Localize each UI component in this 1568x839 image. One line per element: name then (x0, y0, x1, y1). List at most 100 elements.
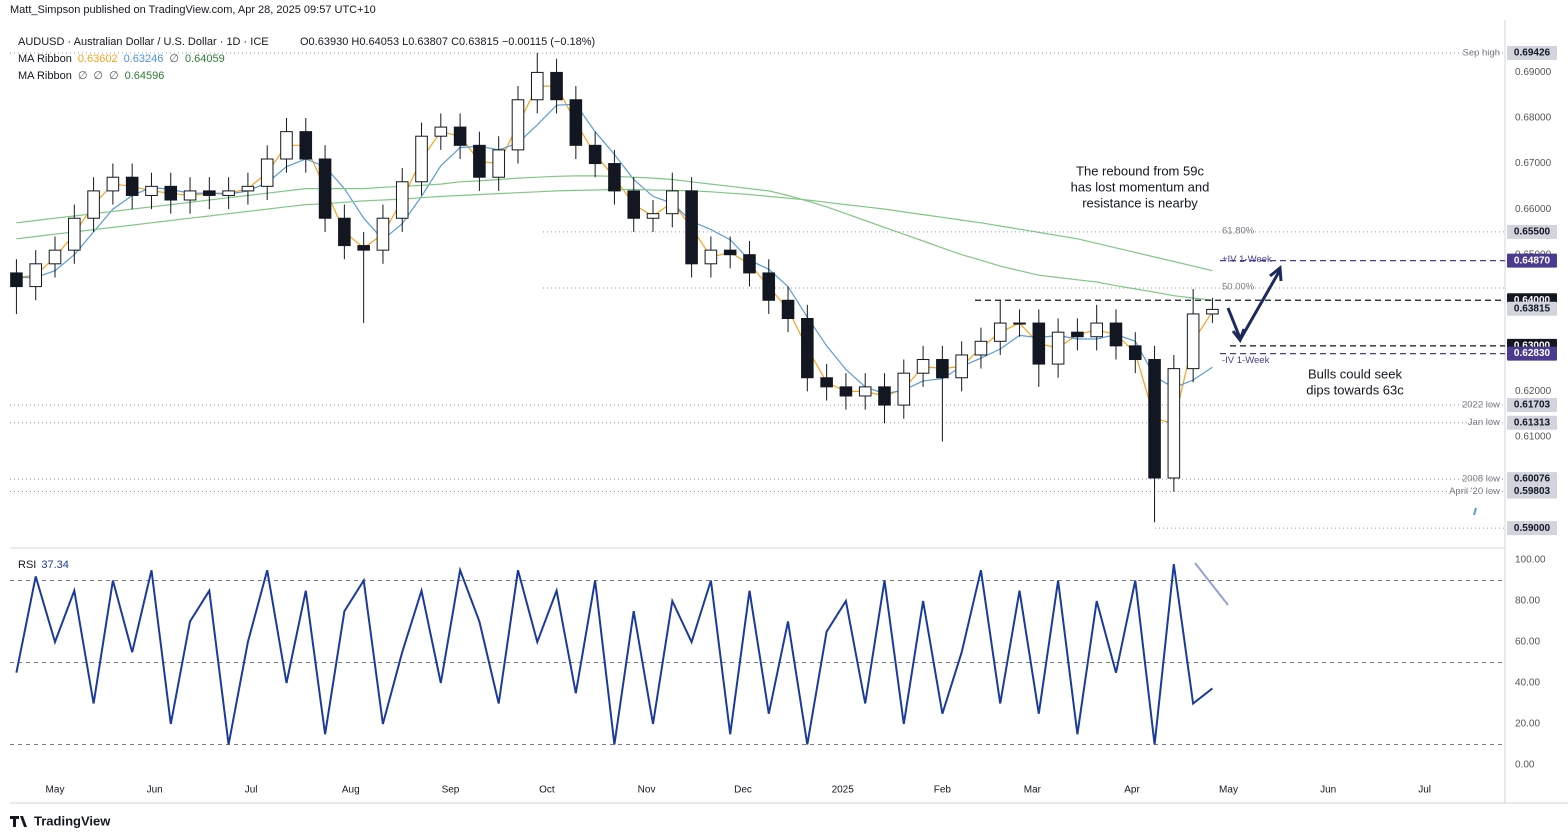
candle-body (415, 135, 428, 183)
x-tick-label: 2025 (832, 785, 855, 796)
candle-body (203, 190, 216, 196)
legend-value: ∅ (109, 70, 119, 82)
rsi-tick-label: 100.00 (1515, 555, 1546, 566)
rsi-trendline (1194, 562, 1229, 606)
price-box (1507, 224, 1557, 239)
rsi-line (15, 563, 1214, 745)
price-box-label: 0.60076 (1514, 474, 1551, 485)
candle-body (511, 99, 525, 151)
candle-body (68, 217, 81, 251)
candle-body (145, 185, 158, 196)
candle-body (1128, 345, 1142, 361)
level-name: -IV 1-Week (1222, 355, 1270, 366)
candle-body (858, 386, 872, 397)
candle-body (646, 213, 660, 219)
price-box-label: 0.59000 (1514, 523, 1551, 534)
x-tick-label: Oct (539, 785, 555, 796)
legend-row: MA Ribbon 0.63602 0.63246 ∅ 0.64059 (18, 53, 225, 65)
price-box-label: 0.63815 (1514, 303, 1551, 314)
candle-body (260, 158, 274, 187)
candle-body (338, 217, 351, 247)
rsi-tick-label: 80.00 (1515, 596, 1540, 607)
candle-body (955, 354, 968, 379)
x-tick-label: Dec (734, 785, 752, 796)
candle-body (10, 272, 23, 288)
price-box (1507, 346, 1557, 361)
legend-value: 0.64059 (185, 53, 225, 65)
candle-body (29, 263, 43, 288)
marker (1473, 507, 1477, 516)
candle-body (376, 217, 390, 251)
level-name: Jan low (1468, 417, 1500, 428)
candle-body (1090, 322, 1103, 338)
legend-value: ∅ (93, 70, 103, 82)
legend-value: ∅ (169, 53, 179, 65)
price-box (1507, 472, 1557, 487)
candle-body (608, 163, 621, 192)
price-box-label: 0.64870 (1514, 255, 1551, 266)
x-tick-label: Aug (342, 785, 360, 796)
price-box (1507, 397, 1557, 412)
candle-body (1013, 322, 1026, 325)
candle-body (473, 144, 486, 178)
candle-body (685, 190, 698, 265)
candle-body (743, 254, 756, 274)
candle-body (781, 299, 795, 320)
candle-body (936, 359, 949, 379)
rsi-title: RSI (18, 559, 36, 571)
candle-body (1109, 322, 1123, 347)
candle-body (1186, 313, 1200, 370)
rsi-tick-label: 20.00 (1515, 719, 1540, 730)
arrow-head (1269, 265, 1283, 282)
candle-body (530, 71, 544, 101)
candle-body (1071, 331, 1084, 338)
arrow-down (1226, 307, 1242, 339)
candle-body (164, 185, 178, 201)
candle-body (299, 131, 313, 160)
publisher: Matt_Simpson published on TradingView.co… (10, 4, 376, 16)
rsi-legend: RSI 37.34 (18, 559, 69, 571)
candle-body (125, 176, 139, 196)
candle-body (357, 245, 370, 251)
price-box-label: 0.61313 (1514, 417, 1551, 428)
candle-body (704, 249, 718, 265)
x-tick-label: Jun (1320, 785, 1336, 796)
candle-body (241, 185, 255, 192)
candle-body (993, 322, 1007, 342)
x-tick-label: Jul (1418, 785, 1431, 796)
level-name: April '20 low (1449, 486, 1500, 497)
price-box-label: 0.63000 (1514, 340, 1551, 351)
candle-body (453, 126, 467, 146)
x-tick-label: Apr (1124, 785, 1140, 796)
price-box (1507, 484, 1557, 499)
y-tick-label: 0.66000 (1515, 204, 1552, 215)
candle-body (666, 190, 679, 215)
brand: TradingView (34, 813, 111, 828)
price-box (1507, 521, 1557, 536)
annotation: dips towards 63c (1306, 382, 1404, 397)
arrow-up (1238, 269, 1282, 341)
level-name: +IV 1-Week (1222, 254, 1272, 265)
brand-logo (10, 816, 27, 827)
candle-body (916, 359, 930, 374)
candle-body (897, 372, 911, 406)
candle-body (878, 386, 891, 406)
annotation: Bulls could seek (1308, 366, 1402, 381)
legend-row: MA Ribbon ∅ ∅ ∅ 0.64596 (18, 70, 164, 82)
level-name: 61.80% (1222, 225, 1255, 236)
price-box (1507, 301, 1557, 316)
rsi-tick-label: 60.00 (1515, 637, 1540, 648)
candle-body (550, 71, 563, 101)
ohlc: O0.63930 H0.64053 L0.63807 C0.63815 −0.0… (300, 36, 595, 48)
legend-value: 0.63246 (124, 53, 164, 65)
level-name: 2022 low (1462, 399, 1500, 410)
price-box-label: 0.62830 (1514, 348, 1551, 359)
candle-body (183, 190, 197, 201)
level-name: 2008 low (1462, 474, 1500, 485)
candle-body (492, 149, 505, 178)
y-tick-label: 0.67000 (1515, 158, 1552, 169)
candle-body (434, 126, 448, 137)
legend-value: ∅ (78, 70, 88, 82)
candle-body (1148, 359, 1161, 479)
